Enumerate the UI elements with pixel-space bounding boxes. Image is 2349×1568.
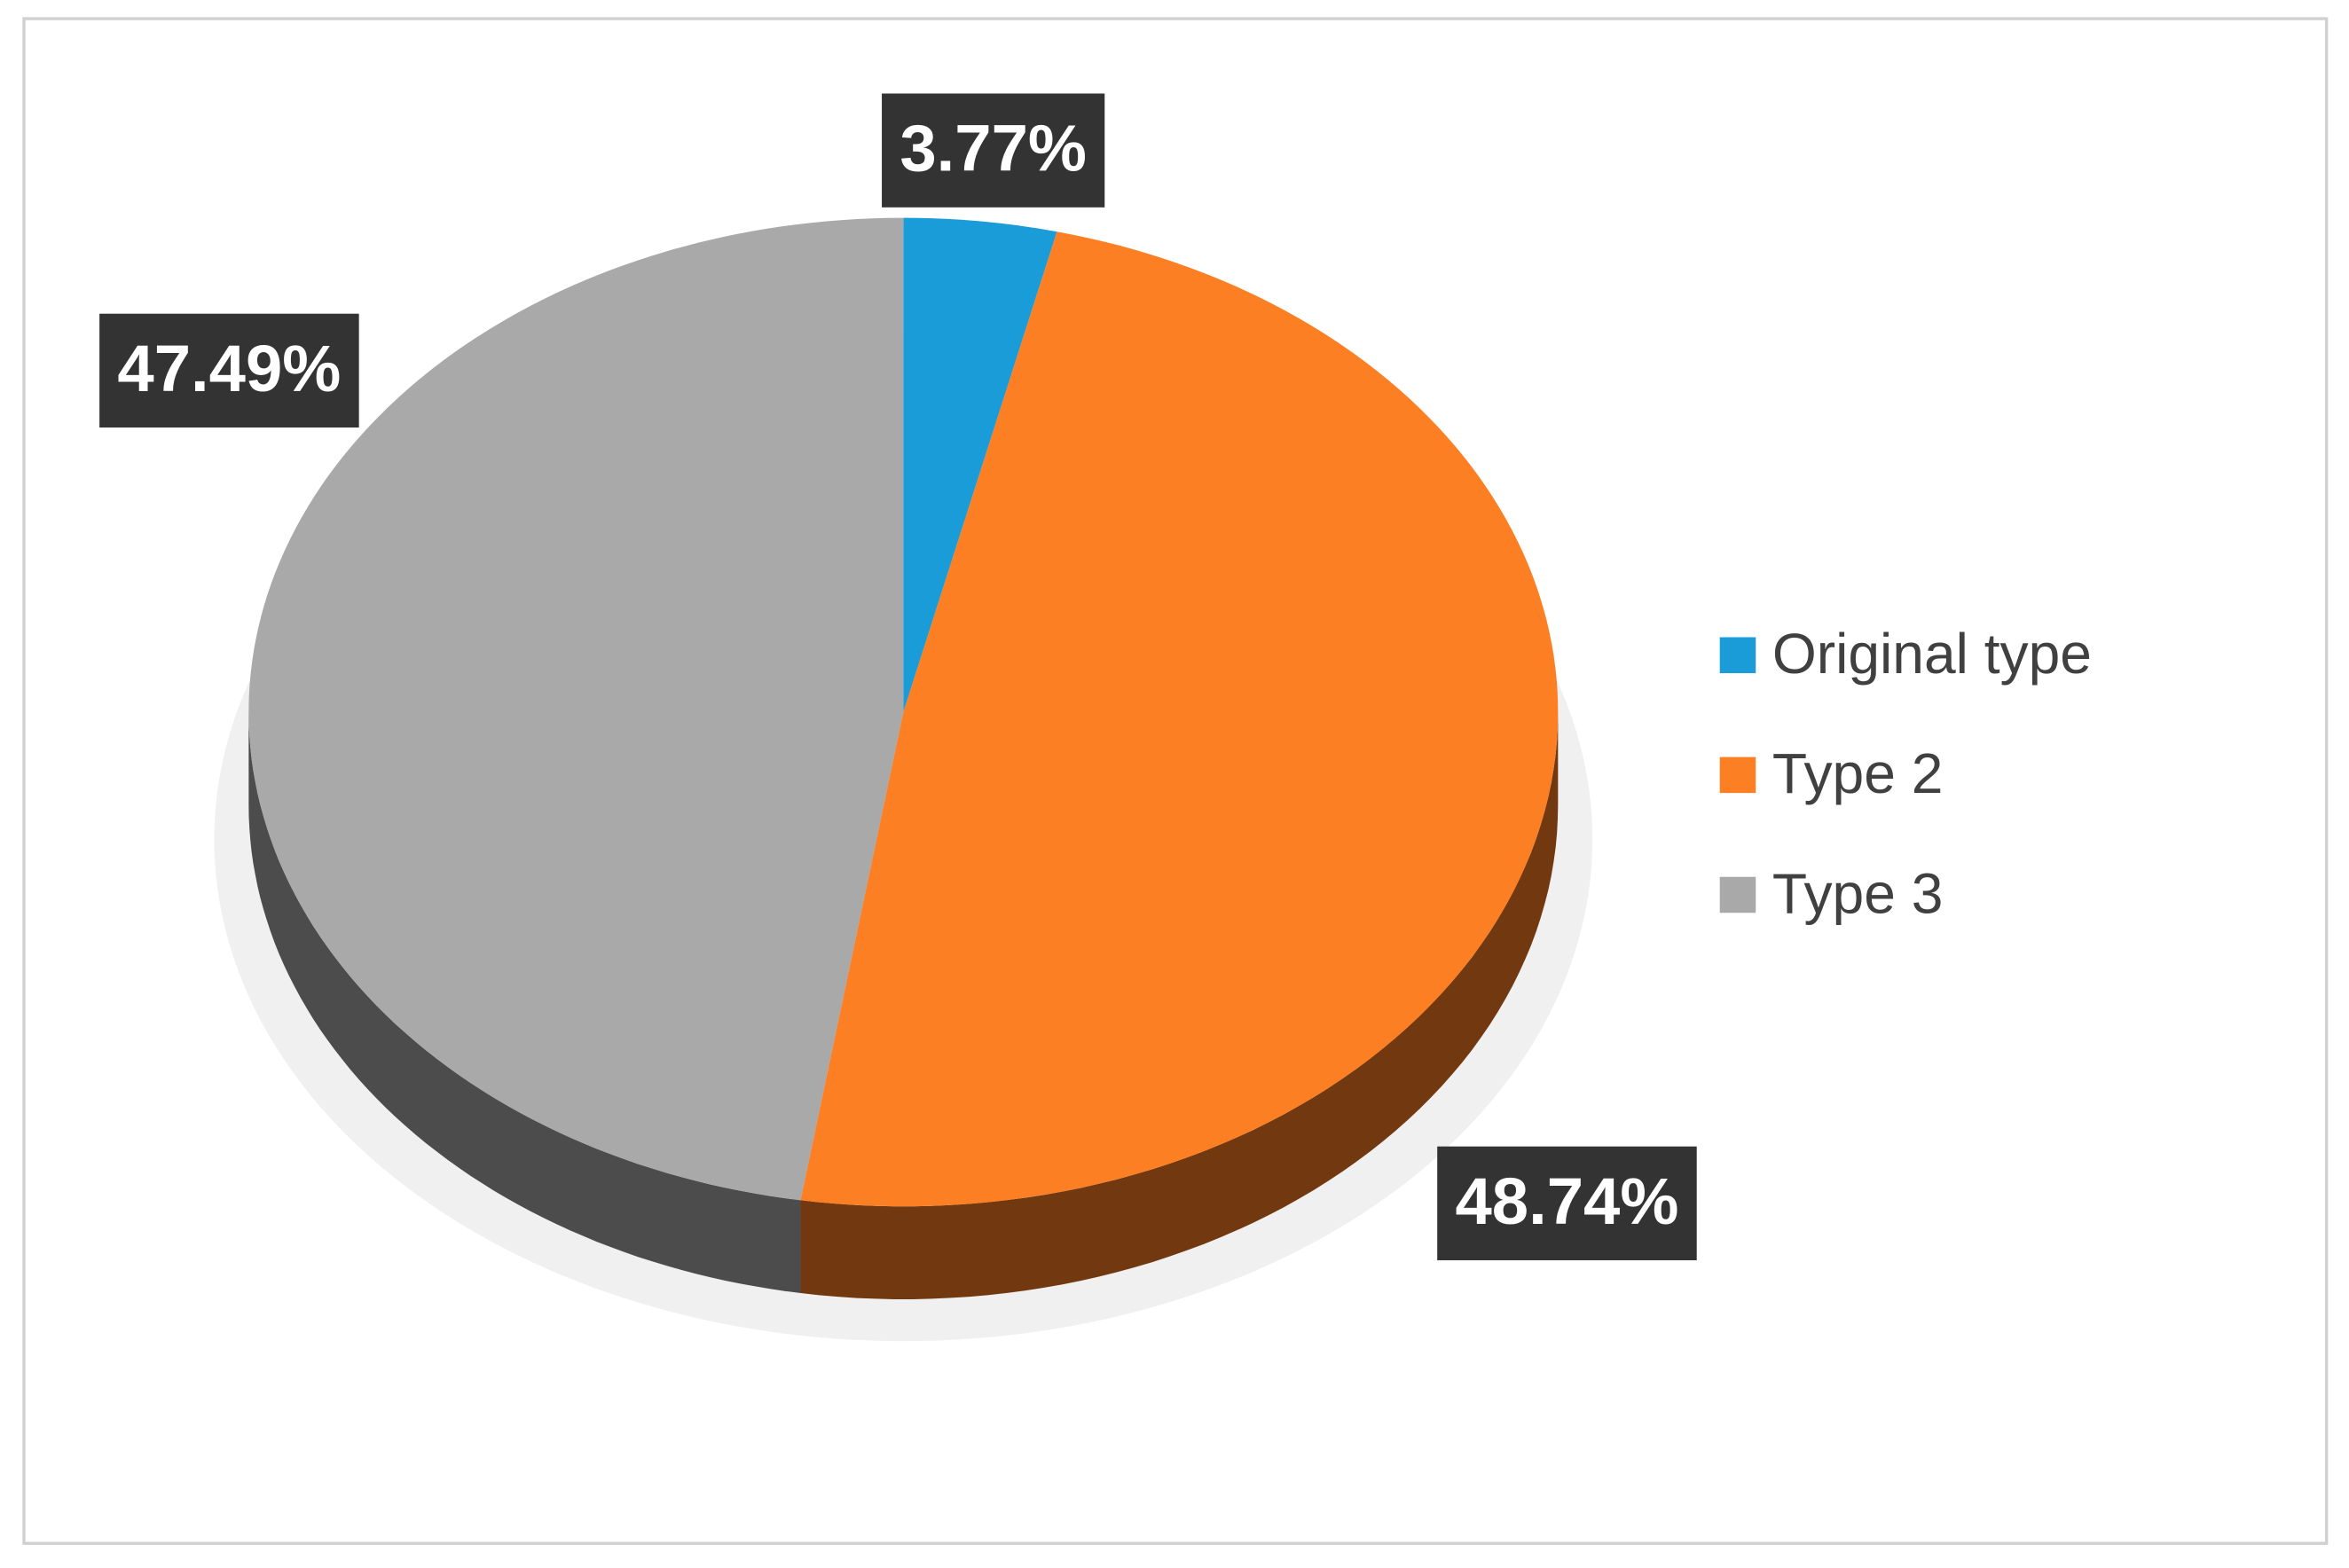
slice xyxy=(800,231,1559,1207)
data-label-box xyxy=(1437,1146,1697,1261)
legend-swatch xyxy=(1719,637,1756,674)
legend-label: Type 3 xyxy=(1772,861,1944,925)
legend-label: Original type xyxy=(1772,622,2092,686)
data-label: 3.77% xyxy=(900,112,1087,185)
slice-side xyxy=(800,711,1559,1299)
data-label: 48.74% xyxy=(1455,1164,1678,1238)
data-label: 47.49% xyxy=(117,332,341,405)
slice xyxy=(248,217,904,1201)
legend-swatch xyxy=(1719,757,1756,794)
legend-label: Type 2 xyxy=(1772,741,1944,805)
data-label-box xyxy=(882,93,1105,208)
slice xyxy=(903,217,1057,712)
legend-swatch xyxy=(1719,876,1756,913)
data-label-box xyxy=(99,313,359,428)
slice-side xyxy=(248,711,801,1294)
